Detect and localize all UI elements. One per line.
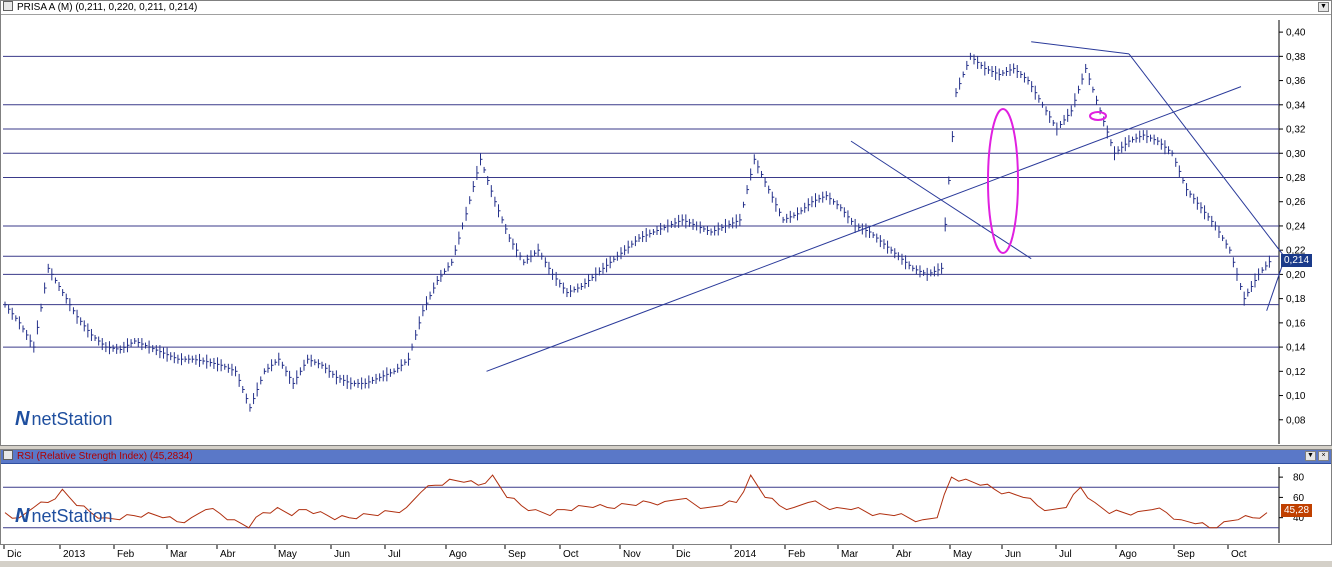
time-axis-svg: Dic 2013 Feb Mar Abr May Jun Jul Ago Sep Oct Nov Dic… [3, 545, 1247, 560]
x-tick-label: Oct [563, 549, 579, 560]
trendline [1128, 53, 1286, 258]
x-tick-label: Ago [449, 549, 467, 560]
x-tick-label: Feb [117, 549, 135, 560]
rsi-pane-title: RSI (Relative Strength Index) (45,2834) [17, 451, 193, 462]
y-tick-label: 0,28 [1286, 173, 1306, 184]
time-axis: Dic 2013 Feb Mar Abr May Jun Jul Ago Sep Oct Nov Dic… [0, 544, 1332, 561]
rsi-chart[interactable]: 40 60 80 [1, 465, 1331, 545]
x-tick-label: Abr [896, 549, 912, 560]
price-pane-titlebar: PRISA A (M) (0,211, 0,220, 0,211, 0,214)… [1, 1, 1331, 15]
y-tick-label: 0,18 [1286, 294, 1306, 305]
netstation-n-icon: N [15, 408, 30, 430]
y-tick-label: 0,16 [1286, 318, 1306, 329]
x-tick-label: Feb [788, 549, 806, 560]
y-tick-label: 0,10 [1286, 391, 1306, 402]
x-tick-label: Jun [334, 549, 350, 560]
pane-icon [3, 450, 13, 460]
x-tick-label: Sep [1177, 549, 1195, 560]
y-tick-label: 60 [1293, 493, 1305, 504]
y-tick-label: 0,30 [1286, 149, 1306, 160]
netstation-n-icon: N [15, 505, 30, 527]
minimize-button[interactable]: ▼ [1305, 451, 1316, 461]
x-tick-label: Sep [508, 549, 526, 560]
x-tick-label: 2013 [63, 549, 86, 560]
highlight-ellipse [1089, 111, 1107, 121]
y-tick-label: 0,22 [1286, 246, 1306, 257]
x-tick-label: Dic [7, 549, 21, 560]
y-tick-label: 0,20 [1286, 270, 1306, 281]
y-tick-label: 0,14 [1286, 343, 1306, 354]
y-tick-label: 80 [1293, 473, 1305, 484]
x-tick-label: Ago [1119, 549, 1137, 560]
y-tick-label: 0,08 [1286, 415, 1306, 426]
y-tick-label: 0,12 [1286, 367, 1306, 378]
y-tick-label: 0,36 [1286, 76, 1306, 87]
x-tick-label: Abr [220, 549, 236, 560]
minimize-button[interactable]: ▼ [1318, 2, 1329, 12]
x-tick-label: Nov [623, 549, 641, 560]
pane-icon [3, 1, 13, 11]
price-chart-pane: PRISA A (M) (0,211, 0,220, 0,211, 0,214)… [0, 0, 1332, 446]
y-tick-label: 0,38 [1286, 52, 1306, 63]
y-tick-label: 0,40 [1286, 28, 1306, 39]
highlight-ellipse [987, 108, 1019, 254]
x-tick-label: 2014 [734, 549, 757, 560]
last-price-badge: 0,214 [1281, 254, 1313, 267]
x-tick-label: Mar [170, 549, 188, 560]
rsi-line [4, 474, 1268, 529]
y-tick-label: 0,24 [1286, 221, 1306, 232]
trendline [1031, 41, 1130, 55]
price-bars [4, 52, 1272, 412]
y-tick-label: 40 [1293, 513, 1305, 524]
x-tick-label: Jun [1005, 549, 1021, 560]
y-tick-label: 0,26 [1286, 197, 1306, 208]
price-pane-title: PRISA A (M) (0,211, 0,220, 0,211, 0,214) [17, 2, 198, 13]
x-tick-label: Mar [841, 549, 859, 560]
last-rsi-badge: 45,28 [1281, 504, 1313, 517]
rsi-pane-titlebar: RSI (Relative Strength Index) (45,2834) … [1, 450, 1331, 464]
x-tick-label: Jul [388, 549, 401, 560]
price-chart[interactable]: 0,08 0,10 0,12 0,14 0,16 0,18 0,20 0,22 0,24 0,26… [1, 16, 1331, 446]
close-button[interactable]: × [1318, 451, 1329, 461]
x-tick-label: May [953, 549, 972, 560]
logo-text: netStation [31, 506, 113, 526]
x-tick-label: Dic [676, 549, 690, 560]
x-tick-label: Oct [1231, 549, 1247, 560]
trendline [850, 140, 1032, 260]
y-tick-label: 0,34 [1286, 100, 1306, 111]
x-tick-label: Jul [1059, 549, 1072, 560]
trendline [486, 86, 1242, 372]
rsi-chart-pane: RSI (Relative Strength Index) (45,2834) … [0, 449, 1332, 545]
x-tick-label: May [278, 549, 297, 560]
logo-text: netStation [31, 409, 113, 429]
y-tick-label: 0,32 [1286, 125, 1306, 136]
